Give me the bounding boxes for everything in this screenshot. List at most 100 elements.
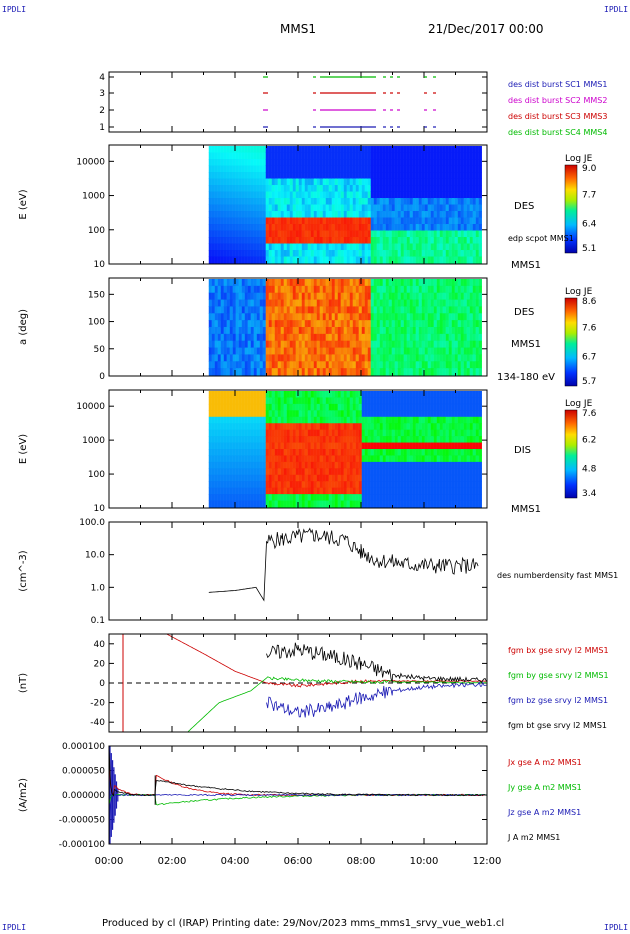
spectrogram-cell	[454, 442, 458, 450]
spectrogram-cell	[454, 481, 458, 489]
spectrogram-cell	[229, 237, 233, 244]
spectrogram-cell	[349, 403, 353, 411]
spectrogram-cell	[289, 410, 293, 418]
spectrogram-cell	[343, 165, 347, 173]
spectrogram-cell	[307, 230, 311, 238]
spectrogram-cell	[256, 461, 260, 469]
spectrogram-cell	[352, 165, 356, 173]
spectrogram-cell	[469, 313, 473, 321]
spectrogram-cell	[382, 442, 386, 450]
spectrogram-cell	[466, 340, 470, 349]
spectrogram-cell	[271, 368, 275, 376]
spectrogram-cell	[370, 250, 374, 257]
spectrogram-cell	[436, 423, 440, 431]
spectrogram-cell	[403, 204, 407, 212]
spectrogram-cell	[253, 461, 257, 469]
spectrogram-cell	[259, 397, 263, 405]
spectrogram-cell	[337, 204, 341, 212]
spectrogram-cell	[274, 468, 278, 476]
spectrogram-cell	[442, 256, 446, 264]
y-tick-label: 1	[99, 123, 105, 133]
spectrogram-cell	[319, 250, 323, 257]
spectrogram-cell	[274, 250, 278, 257]
spectrogram-cell	[352, 500, 356, 508]
spectrogram-cell	[250, 146, 254, 153]
spectrogram-cell	[337, 178, 341, 186]
spectrogram-cell	[268, 436, 272, 444]
spectrogram-cell	[235, 449, 239, 456]
spectrogram-cell	[286, 474, 290, 482]
spectrogram-cell	[451, 178, 455, 186]
spectrogram-cell	[454, 243, 458, 251]
spectrogram-cell	[370, 436, 374, 444]
spectrogram-cell	[397, 500, 401, 508]
spectrogram-cell	[400, 279, 404, 287]
spectrogram-cell	[355, 256, 359, 264]
spectrogram-cell	[217, 368, 221, 376]
spectrogram-cell	[427, 285, 431, 294]
spectrogram-cell	[223, 442, 227, 450]
spectrogram-cell	[460, 306, 464, 314]
spectrogram-cell	[211, 285, 215, 294]
spectrogram-cell	[430, 224, 434, 231]
spectrogram-cell	[283, 165, 287, 173]
spectrogram-cell	[217, 152, 221, 160]
spectrogram-cell	[364, 285, 368, 294]
spectrogram-cell	[388, 224, 392, 231]
spectrogram-cell	[340, 429, 344, 437]
spectrogram-cell	[226, 403, 230, 411]
spectrogram-cell	[277, 191, 281, 199]
spectrogram-cell	[262, 320, 266, 328]
spectrogram-cell	[349, 178, 353, 186]
spectrogram-cell	[466, 461, 470, 469]
spectrogram-cell	[250, 313, 254, 321]
spectrogram-cell	[298, 397, 302, 405]
spectrogram-cell	[244, 449, 248, 456]
spectrogram-cell	[325, 313, 329, 321]
spectrogram-cell	[334, 347, 338, 355]
spectrogram-cell	[217, 340, 221, 349]
spectrogram-cell	[265, 185, 269, 192]
spectrogram-cell	[394, 410, 398, 418]
spectrogram-cell	[271, 423, 275, 431]
spectrogram-cell	[448, 256, 452, 264]
spectrogram-cell	[451, 152, 455, 160]
spectrogram-cell	[430, 333, 434, 342]
spectrogram-cell	[226, 347, 230, 355]
spectrogram-cell	[391, 279, 395, 287]
spectrogram-cell	[313, 429, 317, 437]
spectrogram-cell	[367, 230, 371, 238]
spectrogram-cell	[451, 487, 455, 495]
spectrogram-cell	[403, 500, 407, 508]
spectrogram-cell	[301, 224, 305, 231]
spectrogram-cell	[382, 165, 386, 173]
spectrogram-cell	[427, 320, 431, 328]
spectrogram-cell	[238, 391, 242, 398]
spectrogram-cell	[430, 256, 434, 264]
spectrogram-cell	[259, 347, 263, 355]
spectrogram-cell	[334, 313, 338, 321]
legend-entry: des dist burst SC4 MMS4	[508, 128, 607, 137]
spectrogram-cell	[277, 320, 281, 328]
spectrogram-cell	[280, 474, 284, 482]
spectrogram-cell	[442, 481, 446, 489]
spectrogram-cell	[343, 361, 347, 369]
spectrogram-cell	[325, 410, 329, 418]
spectrogram-cell	[268, 165, 272, 173]
spectrogram-cell	[277, 449, 281, 456]
spectrogram-cell	[460, 455, 464, 463]
spectrogram-cell	[211, 455, 215, 463]
spectrogram-cell	[298, 224, 302, 231]
spectrogram-cell	[448, 159, 452, 166]
spectrogram-cell	[394, 256, 398, 264]
spectrogram-cell	[286, 333, 290, 342]
spectrogram-cell	[247, 292, 251, 301]
spectrogram-cell	[349, 327, 353, 335]
spectrogram-cell	[322, 391, 326, 398]
spectrogram-cell	[430, 474, 434, 482]
density-series-line	[208, 527, 479, 602]
spectrogram-cell	[250, 191, 254, 199]
spectrogram-cell	[433, 468, 437, 476]
spectrogram-cell	[208, 204, 212, 212]
y-axis-label: (cm^-3)	[18, 550, 29, 591]
